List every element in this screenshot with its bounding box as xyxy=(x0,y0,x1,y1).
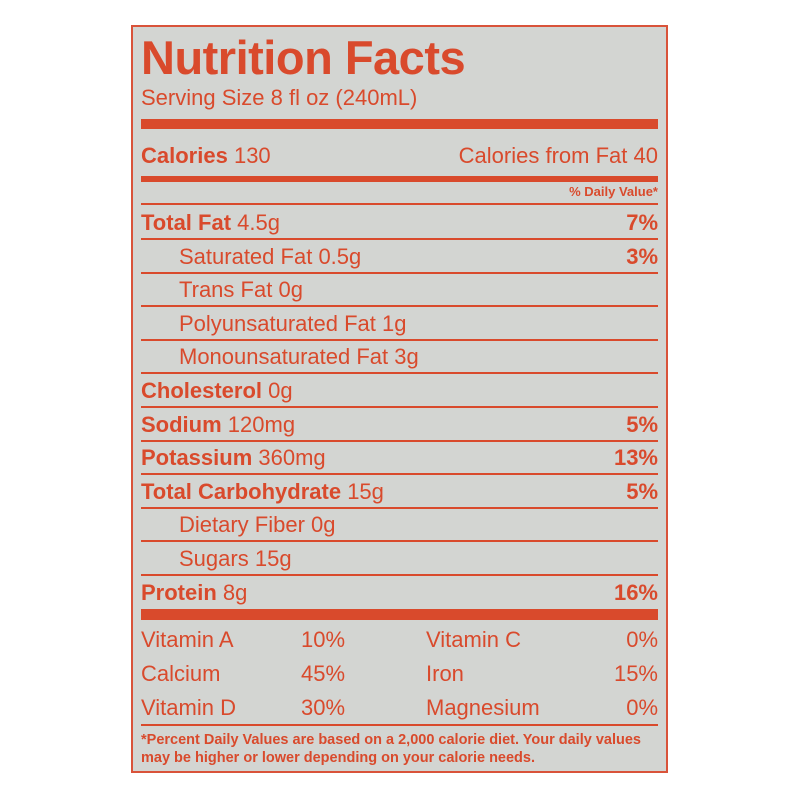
vitamin-name: Calcium xyxy=(141,661,221,686)
nutrient-amount: 1g xyxy=(382,310,407,336)
nutrition-facts-label: Nutrition Facts Serving Size 8 fl oz (24… xyxy=(131,25,668,773)
divider xyxy=(141,271,658,274)
nutrient-name: Total Fat xyxy=(141,210,232,235)
vitamin-daily-value: 0% xyxy=(626,695,658,720)
calories-row: Calories 130 Calories from Fat 40 xyxy=(141,139,658,173)
nutrient-amount: 0.5g xyxy=(318,243,362,269)
vitamin-name: Vitamin D xyxy=(141,695,236,720)
medium-divider xyxy=(141,176,658,182)
nutrient-daily-value: 7% xyxy=(626,210,658,235)
divider xyxy=(141,540,658,543)
vitamin-daily-value: 30% xyxy=(301,695,346,720)
nutrient-amount: 0g xyxy=(311,512,336,538)
vitamin-name: Vitamin A xyxy=(141,627,234,652)
nutrient-amount: 4.5g xyxy=(237,210,280,235)
nutrient-name: Polyunsaturated Fat xyxy=(179,310,376,336)
nutrient-row: Total Carbohydrate 15g 5% xyxy=(141,475,658,508)
divider xyxy=(141,724,658,726)
divider xyxy=(141,338,658,341)
nutrient-name: Protein xyxy=(141,579,217,605)
nutrient-row: Potassium 360mg 13% xyxy=(141,441,658,474)
nutrient-amount: 0g xyxy=(268,378,293,403)
nutrient-name: Cholesterol xyxy=(141,378,263,403)
vitamin-daily-value: 0% xyxy=(626,627,658,652)
nutrient-amount: 360mg xyxy=(258,445,326,471)
nutrient-name: Potassium xyxy=(141,445,253,471)
divider xyxy=(141,439,658,442)
nutrient-name: Sodium xyxy=(141,411,222,437)
nutrient-daily-value: 5% xyxy=(626,478,658,504)
daily-value-header: % Daily Value* xyxy=(569,184,658,199)
calories-from-fat-value: 40 xyxy=(633,143,658,168)
nutrient-name: Trans Fat xyxy=(179,277,273,303)
nutrient-amount: 15g xyxy=(347,478,384,504)
calories-label: Calories xyxy=(141,143,228,168)
nutrient-name: Total Carbohydrate xyxy=(141,478,342,504)
nutrient-name: Dietary Fiber xyxy=(179,512,305,538)
nutrient-daily-value: 3% xyxy=(626,243,658,269)
divider xyxy=(141,238,658,240)
vitamin-name: Vitamin C xyxy=(426,627,521,652)
vitamin-daily-value: 45% xyxy=(301,661,346,686)
divider xyxy=(141,305,658,308)
nutrient-row: Monounsaturated Fat 3g xyxy=(141,340,658,373)
nutrient-daily-value: 5% xyxy=(626,411,658,437)
divider xyxy=(141,203,658,205)
nutrient-name: Saturated Fat xyxy=(179,243,313,269)
nutrient-amount: 0g xyxy=(278,277,303,303)
divider xyxy=(141,372,658,375)
nutrient-row: Sugars 15g xyxy=(141,542,658,575)
vitamin-daily-value: 10% xyxy=(301,627,346,652)
nutrient-name: Monounsaturated Fat xyxy=(179,344,389,370)
divider xyxy=(141,473,658,476)
nutrient-row: Saturated Fat 0.5g 3% xyxy=(141,240,658,273)
nutrient-daily-value: 13% xyxy=(613,445,658,471)
nutrient-row: Cholesterol 0g xyxy=(141,374,658,407)
thick-divider xyxy=(141,119,658,129)
divider xyxy=(141,506,658,509)
nutrient-row: Sodium 120mg 5% xyxy=(141,408,658,441)
nutrient-row: Polyunsaturated Fat 1g xyxy=(141,307,658,340)
thick-divider xyxy=(141,609,658,620)
calories-from-fat-label: Calories from Fat xyxy=(458,143,628,168)
nutrient-row: Protein 8g 16% xyxy=(141,576,658,609)
nutrient-amount: 8g xyxy=(222,579,248,605)
nutrient-row: Trans Fat 0g xyxy=(141,273,658,306)
label-title: Nutrition Facts xyxy=(141,31,466,84)
serving-size: Serving Size 8 fl oz (240mL) xyxy=(141,85,418,110)
nutrient-row: Total Fat 4.5g 7% xyxy=(141,206,658,239)
nutrient-amount: 3g xyxy=(394,344,419,370)
divider xyxy=(141,574,658,576)
vitamin-name: Magnesium xyxy=(426,695,540,720)
nutrient-amount: 120mg xyxy=(227,411,296,437)
divider xyxy=(141,406,658,408)
nutrient-amount: 15g xyxy=(254,546,292,571)
nutrient-name: Sugars xyxy=(179,546,249,571)
vitamin-daily-value: 15% xyxy=(613,661,658,686)
footnote: *Percent Daily Values are based on a 2,0… xyxy=(141,732,641,766)
calories-value: 130 xyxy=(233,143,271,168)
nutrient-daily-value: 16% xyxy=(613,579,658,605)
vitamin-name: Iron xyxy=(426,661,464,686)
nutrient-row: Dietary Fiber 0g xyxy=(141,508,658,541)
